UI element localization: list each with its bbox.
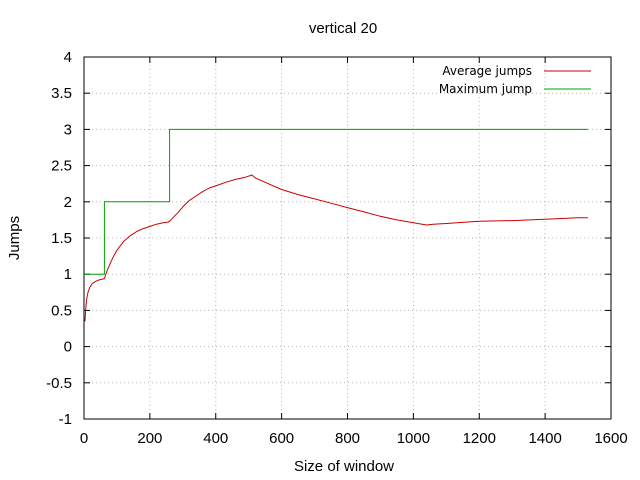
- legend-label: Maximum jump: [439, 82, 532, 96]
- x-tick-label: 0: [80, 430, 88, 447]
- x-tick-label: 1600: [594, 430, 627, 447]
- y-tick-label: -1: [59, 411, 72, 428]
- y-tick-label: -0.5: [46, 375, 72, 392]
- y-tick-label: 3.5: [51, 85, 72, 102]
- x-tick-label: 600: [269, 430, 294, 447]
- series-lines: [84, 128, 588, 322]
- y-tick-label: 3: [64, 121, 72, 138]
- y-axis-title: Jumps: [6, 216, 23, 260]
- y-tick-label: 1: [64, 266, 72, 283]
- y-tick-label: 4: [64, 49, 72, 66]
- x-tick-label: 1200: [463, 430, 496, 447]
- grid: [84, 57, 611, 419]
- chart-title: vertical 20: [309, 20, 377, 37]
- series-line-maximum-jump: [84, 128, 588, 275]
- y-tick-label: 0.5: [51, 302, 72, 319]
- x-axis-title: Size of window: [294, 458, 394, 475]
- axis-ticks: 0 200 400 600 800 1000 1200 1400 1600 -1 -0.5 0 0.5 1…: [46, 49, 628, 447]
- x-tick-label: 1000: [397, 430, 430, 447]
- legend: Average jumps Maximum jump: [439, 64, 591, 96]
- y-tick-label: 2.5: [51, 158, 72, 175]
- x-tick-label: 1400: [528, 430, 561, 447]
- x-tick-label: 800: [335, 430, 360, 447]
- series-line-average-jumps: [84, 174, 588, 322]
- y-tick-label: 1.5: [51, 230, 72, 247]
- y-tick-label: 0: [64, 339, 72, 356]
- y-tick-label: 2: [64, 194, 72, 211]
- x-tick-label: 400: [203, 430, 228, 447]
- legend-label: Average jumps: [442, 64, 532, 78]
- x-tick-label: 200: [137, 430, 162, 447]
